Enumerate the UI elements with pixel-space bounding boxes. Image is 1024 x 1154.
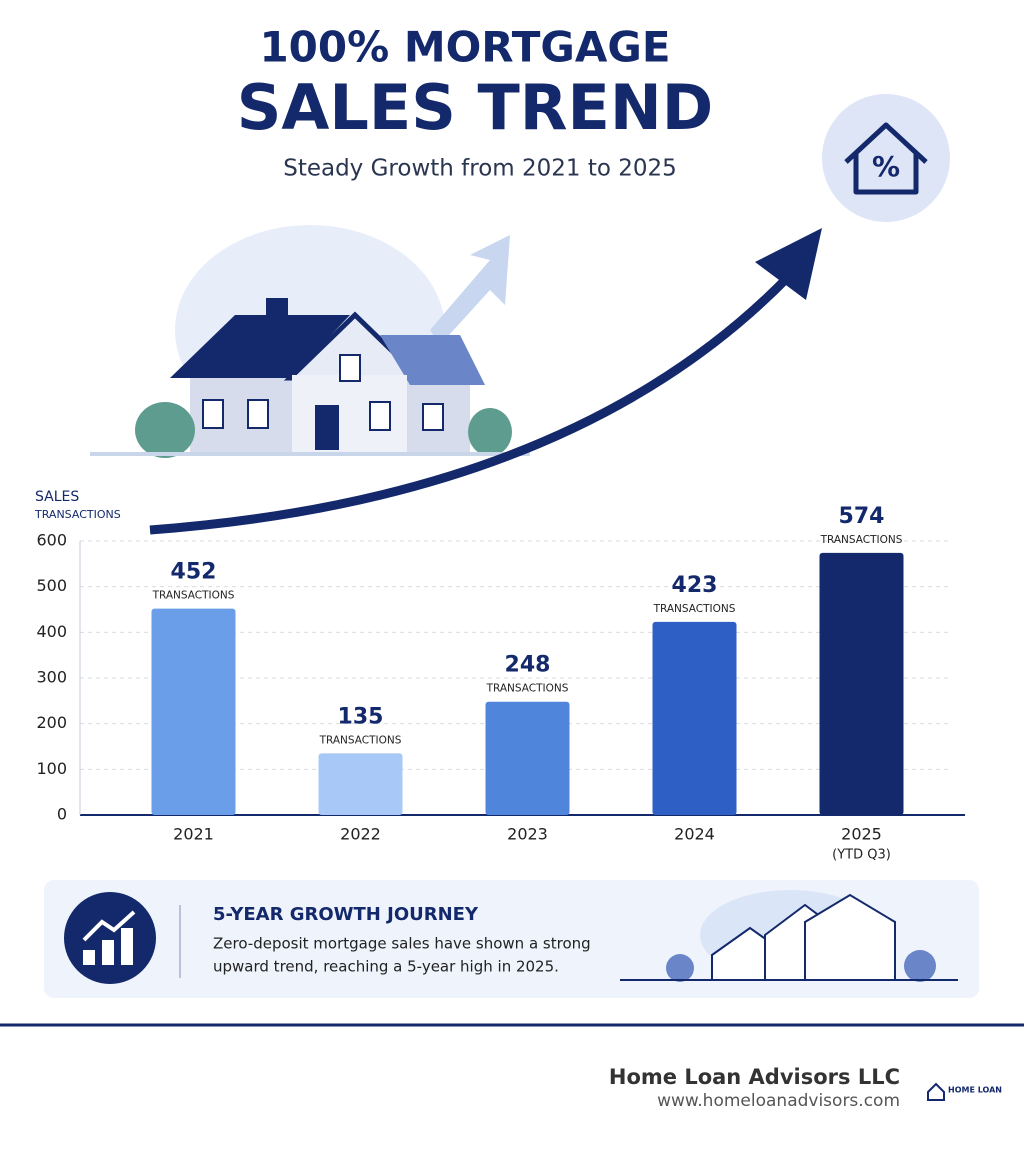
x-tick-label: 2021 bbox=[173, 825, 214, 844]
value-unit: TRANSACTIONS bbox=[820, 534, 903, 546]
value-unit: TRANSACTIONS bbox=[319, 734, 402, 746]
bar bbox=[652, 621, 737, 815]
logo-icon bbox=[927, 1082, 945, 1101]
x-tick-note: (YTD Q3) bbox=[832, 848, 891, 863]
company-name: Home Loan Advisors LLC bbox=[609, 1065, 900, 1089]
info-heading: 5-YEAR GROWTH JOURNEY bbox=[213, 904, 479, 925]
value-label: 574 bbox=[839, 504, 885, 529]
website: www.homeloanadvisors.com bbox=[657, 1091, 900, 1111]
svg-text:%: % bbox=[872, 150, 900, 183]
value-label: 423 bbox=[672, 573, 718, 598]
x-tick-label: 2023 bbox=[507, 825, 548, 844]
logo-text: HOME LOAN bbox=[948, 1086, 1002, 1095]
info-text: upward trend, reaching a 5-year high in … bbox=[213, 958, 559, 976]
value-unit: TRANSACTIONS bbox=[152, 590, 235, 602]
bar bbox=[318, 753, 403, 815]
value-label: 248 bbox=[505, 653, 551, 678]
info-text: Zero-deposit mortgage sales have shown a… bbox=[213, 935, 591, 953]
value-unit: TRANSACTIONS bbox=[653, 603, 736, 615]
y-tick-label: 200 bbox=[36, 713, 67, 732]
y-tick-label: 500 bbox=[36, 576, 67, 595]
houses-illustration bbox=[620, 890, 958, 982]
plot: 0 100 200 300 400 500 600 2021 452 TRANSACTIONS 20… bbox=[36, 504, 965, 863]
bar bbox=[485, 701, 570, 815]
y-axis-label: SALES bbox=[35, 489, 79, 505]
y-tick-label: 100 bbox=[36, 759, 67, 778]
percent-icon: % bbox=[822, 94, 950, 222]
x-tick-label: 2025 bbox=[841, 825, 882, 844]
title-line: SALES TREND bbox=[237, 71, 713, 144]
title-line: 100% MORTGAGE bbox=[259, 23, 670, 72]
bar bbox=[151, 608, 236, 815]
value-label: 135 bbox=[338, 704, 384, 729]
house-illustration bbox=[90, 225, 530, 458]
y-tick-label: 600 bbox=[36, 531, 67, 550]
x-tick-label: 2024 bbox=[674, 825, 715, 844]
growth-icon bbox=[64, 892, 156, 984]
value-label: 452 bbox=[171, 560, 217, 585]
y-axis-label: TRANSACTIONS bbox=[34, 508, 121, 521]
x-tick-label: 2022 bbox=[340, 825, 381, 844]
y-tick-label: 0 bbox=[57, 805, 67, 824]
y-tick-label: 400 bbox=[36, 622, 67, 641]
value-unit: TRANSACTIONS bbox=[486, 683, 569, 695]
subtitle: Steady Growth from 2021 to 2025 bbox=[283, 156, 677, 182]
trend-arrow bbox=[149, 228, 822, 535]
bar bbox=[819, 552, 904, 815]
y-tick-label: 300 bbox=[36, 668, 67, 687]
